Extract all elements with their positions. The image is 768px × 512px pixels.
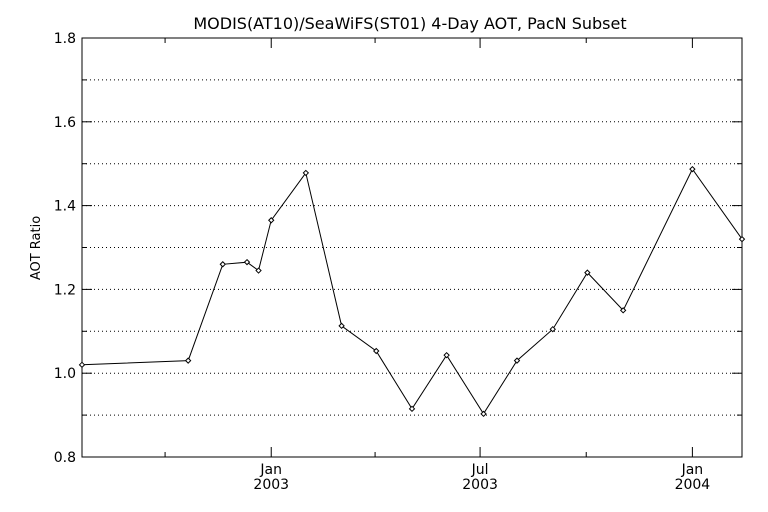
data-point [584,269,591,276]
series-layer [78,165,746,418]
x-tick-label-year: 2003 [462,477,498,493]
x-tick-label-month: Jan [259,462,282,478]
y-tick-label: 1.8 [54,31,76,47]
data-point [689,165,696,173]
x-tick-label-month: Jan [681,462,704,478]
y-tick-label: 0.8 [54,450,76,466]
data-point [268,217,275,224]
chart-title: MODIS(AT10)/SeaWiFS(ST01) 4-Day AOT, Pac… [193,14,626,33]
y-axis-label: AOT Ratio [29,216,44,280]
data-point [443,351,450,359]
data-point [302,169,310,177]
axis-ticks [82,38,742,457]
y-tick-label: 1.0 [54,366,76,382]
data-point [184,357,192,364]
data-point [408,405,416,413]
y-tick-label: 1.2 [54,282,76,298]
data-point [619,307,627,314]
data-point [373,347,380,355]
plot-frame [81,37,743,458]
y-tick-label: 1.6 [54,115,76,131]
data-point [738,235,746,243]
data-point [255,267,262,274]
x-tick-label-year: 2004 [675,477,711,493]
data-point [219,261,226,268]
data-point [549,325,556,333]
y-tick-label: 1.4 [54,199,76,215]
data-point [338,322,345,330]
series-line [81,168,743,415]
gridlines [82,79,742,416]
data-point [480,410,487,418]
data-point [78,361,86,369]
x-tick-label-month: Jul [471,462,489,478]
data-point [513,357,521,364]
data-point [243,258,251,266]
x-tick-label-year: 2003 [253,477,289,493]
